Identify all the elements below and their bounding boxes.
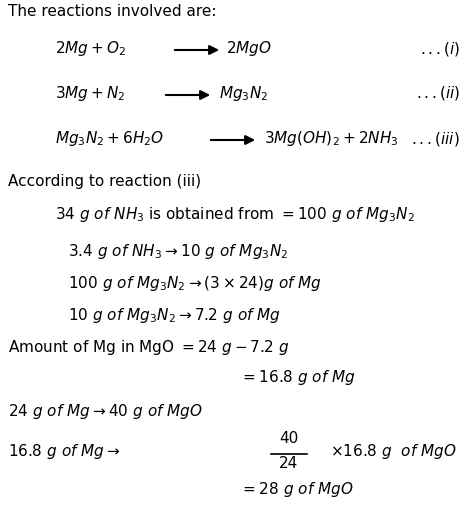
Text: The reactions involved are:: The reactions involved are: [8, 4, 217, 19]
Text: $2MgO$: $2MgO$ [226, 39, 272, 58]
Text: Amount of Mg in MgO $= 24\ g - 7.2\ g$: Amount of Mg in MgO $= 24\ g - 7.2\ g$ [8, 338, 289, 357]
Text: $3Mg + N_2$: $3Mg + N_2$ [55, 84, 125, 103]
Text: $100\ g\ of\ Mg_3N_2 \rightarrow (3 \times 24)g\ of\ Mg$: $100\ g\ of\ Mg_3N_2 \rightarrow (3 \tim… [68, 274, 322, 293]
Text: $...(iii)$: $...(iii)$ [411, 130, 460, 147]
Text: $...(ii)$: $...(ii)$ [416, 84, 460, 103]
Text: $3Mg(OH)_2 + 2NH_3$: $3Mg(OH)_2 + 2NH_3$ [264, 129, 399, 148]
Text: $= 16.8\ g\ of\ Mg$: $= 16.8\ g\ of\ Mg$ [240, 368, 356, 387]
Text: $34\ g\ of\ NH_3$ is obtained from $= 100\ g\ of\ Mg_3N_2$: $34\ g\ of\ NH_3$ is obtained from $= 10… [55, 205, 415, 224]
Text: According to reaction (iii): According to reaction (iii) [8, 174, 201, 189]
Text: $Mg_3N_2 + 6H_2O$: $Mg_3N_2 + 6H_2O$ [55, 129, 164, 148]
Text: $...(i)$: $...(i)$ [420, 40, 460, 57]
Text: $10\ g\ of\ Mg_3N_2 \rightarrow 7.2\ g\ of\ Mg$: $10\ g\ of\ Mg_3N_2 \rightarrow 7.2\ g\ … [68, 306, 281, 325]
Text: $Mg_3N_2$: $Mg_3N_2$ [219, 84, 268, 103]
Text: $2Mg + O_2$: $2Mg + O_2$ [55, 39, 126, 58]
Text: $16.8\ g\ of\ Mg \rightarrow$: $16.8\ g\ of\ Mg \rightarrow$ [8, 442, 121, 461]
Text: 40: 40 [279, 431, 299, 446]
Text: $3.4\ g\ of\ NH_3 \rightarrow 10\ g\ of\ Mg_3N_2$: $3.4\ g\ of\ NH_3 \rightarrow 10\ g\ of\… [68, 242, 288, 261]
Text: $= 28\ g\ of\ MgO$: $= 28\ g\ of\ MgO$ [240, 480, 354, 499]
Text: 24: 24 [279, 456, 299, 471]
Text: $24\ g\ of\ Mg \rightarrow 40\ g\ of\ MgO$: $24\ g\ of\ Mg \rightarrow 40\ g\ of\ Mg… [8, 402, 203, 421]
Text: $\times 16.8\ g\ \ of\ MgO$: $\times 16.8\ g\ \ of\ MgO$ [330, 442, 457, 461]
